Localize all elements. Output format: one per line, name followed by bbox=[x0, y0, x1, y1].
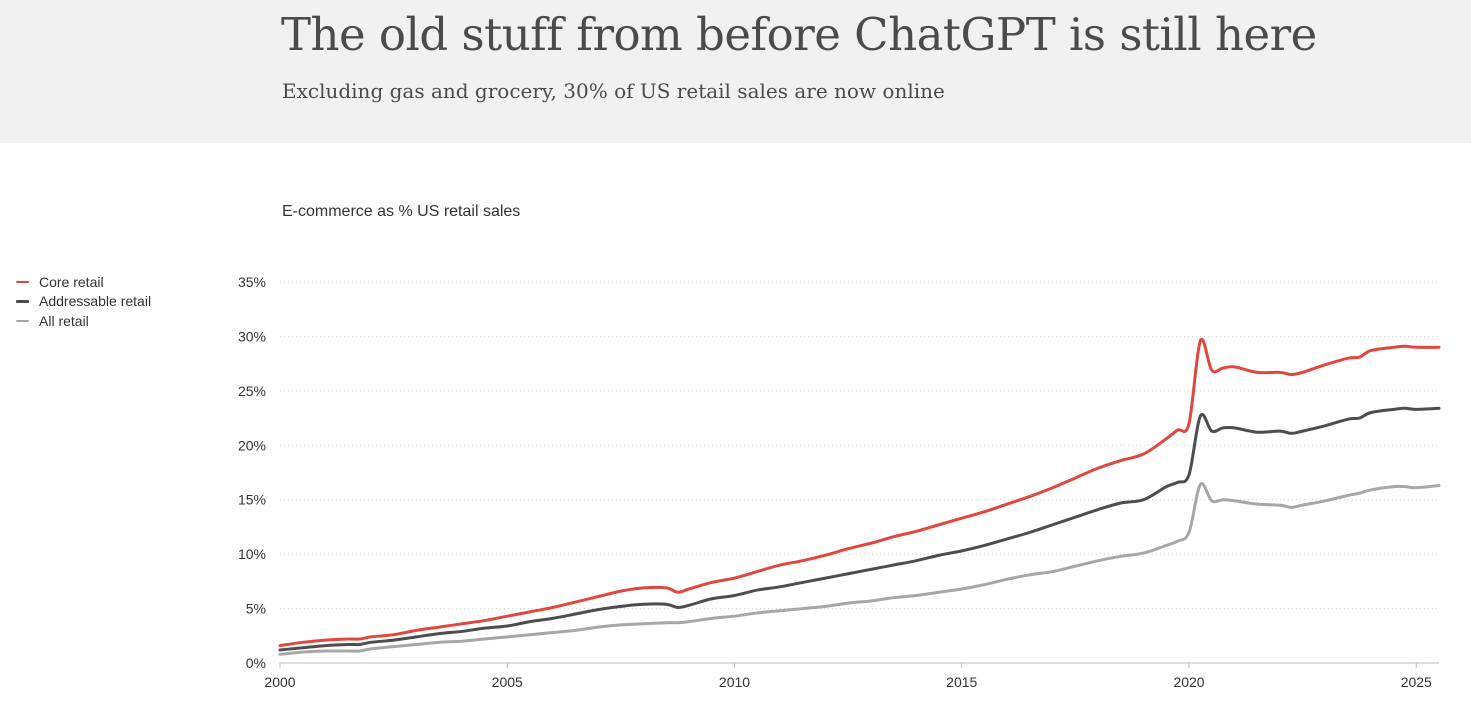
x-tick-label: 2020 bbox=[1173, 674, 1204, 690]
x-tick-label: 2005 bbox=[492, 674, 523, 690]
chart-title: E-commerce as % US retail sales bbox=[282, 203, 521, 220]
y-tick-label: 30% bbox=[238, 328, 266, 344]
y-tick-label: 35% bbox=[238, 274, 266, 290]
legend-item-all-retail: All retail bbox=[16, 311, 151, 331]
series-line-all-retail bbox=[278, 482, 1441, 656]
x-tick-label: 2000 bbox=[264, 674, 295, 690]
series-line-core-retail bbox=[278, 337, 1441, 648]
legend-label-all-retail: All retail bbox=[39, 312, 89, 329]
series-line-addressable-retail bbox=[278, 406, 1441, 652]
legend-swatch-addressable-retail bbox=[16, 300, 29, 303]
y-axis-ticks: 0% 5% 10% 15% 20% 25% 30% 35% bbox=[238, 274, 266, 671]
chart-gridlines bbox=[280, 281, 1439, 664]
x-axis-ticks: 2000 2005 2010 2015 2020 2025 bbox=[264, 663, 1432, 690]
legend-swatch-core-retail bbox=[16, 280, 29, 283]
legend-item-core-retail: Core retail bbox=[16, 272, 151, 292]
x-tick-label: 2025 bbox=[1401, 674, 1432, 690]
legend-item-addressable-retail: Addressable retail bbox=[16, 292, 151, 312]
page-title: The old stuff from before ChatGPT is sti… bbox=[281, 8, 1317, 61]
chart-series-lines bbox=[278, 337, 1441, 656]
legend-label-core-retail: Core retail bbox=[39, 273, 104, 290]
page-subtitle: Excluding gas and grocery, 30% of US ret… bbox=[282, 79, 945, 103]
legend-swatch-all-retail bbox=[16, 319, 29, 322]
x-tick-label: 2015 bbox=[946, 674, 977, 690]
y-tick-label: 25% bbox=[238, 383, 266, 399]
y-tick-label: 15% bbox=[238, 492, 266, 508]
y-tick-label: 20% bbox=[238, 437, 266, 453]
legend-label-addressable-retail: Addressable retail bbox=[39, 293, 152, 310]
header-band: The old stuff from before ChatGPT is sti… bbox=[0, 0, 1471, 143]
y-tick-label: 0% bbox=[246, 655, 266, 671]
y-tick-label: 10% bbox=[238, 546, 266, 562]
x-tick-label: 2010 bbox=[719, 674, 750, 690]
y-tick-label: 5% bbox=[246, 601, 266, 617]
chart-legend: Core retail Addressable retail All retai… bbox=[16, 272, 151, 331]
